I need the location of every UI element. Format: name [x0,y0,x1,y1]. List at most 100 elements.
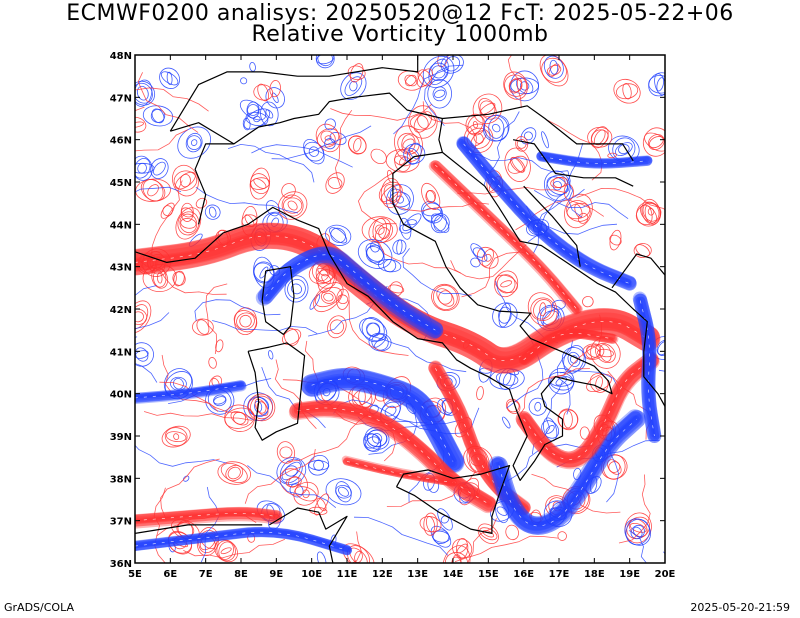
contour-ring [314,287,342,308]
contour-ring [566,200,591,222]
contour-ring [596,348,614,358]
lat-tick-label: 38N [110,474,132,485]
lat-tick-label: 36N [110,559,132,570]
coastline [442,151,665,407]
contour-line [533,188,585,254]
contour-ring [220,463,248,484]
contour-line [517,368,590,418]
plot-area [135,55,665,563]
contour-line [135,336,138,338]
vorticity-band-contour [516,353,660,470]
contour-ring [590,126,609,149]
contour-line [183,538,286,559]
vorticity-band-contour [433,161,583,314]
contour-line [507,55,522,109]
contour-ring [196,319,210,335]
vorticity-band-contour [346,460,457,486]
contour-line [205,283,228,355]
contour-ring [399,156,407,165]
contour-ring [479,102,496,115]
vorticity-band-contour [135,382,244,399]
contour-ring [633,243,652,258]
contour-ring [384,405,397,417]
contour-ring [316,551,327,563]
contour-line [195,186,298,214]
contour-ring [308,455,330,476]
contour-ring [325,478,362,506]
contour-ring [249,167,271,200]
contour-ring [253,84,274,101]
coastline [611,253,665,289]
contour-ring [279,458,303,484]
render-timestamp: 2025-05-20-21:59 [690,601,790,614]
contour-ring [325,224,352,246]
map-subtitle: Relative Vorticity 1000mb [251,22,549,47]
lon-tick-label: 11E [337,569,358,580]
coastline [223,151,613,481]
contour-line [372,235,462,274]
contour-ring [504,74,528,97]
contour-ring [325,172,345,194]
contour-ring [397,132,420,155]
vorticity-band-contour [431,366,525,511]
contour-ring [324,138,336,150]
contour-ring [437,508,453,531]
contour-ring [473,132,484,144]
contour-ring [135,300,152,334]
contour-ring [239,99,267,121]
contour-line [351,531,362,563]
contour-line [153,487,166,563]
contour-ring [361,317,385,343]
vorticity-band-contour [456,138,633,289]
contour-ring [327,315,347,339]
vorticity-band-contour [305,375,458,469]
vorticity-band-contour [347,461,457,486]
vorticity-band-contour [433,163,580,313]
vorticity-band-contour [135,511,280,524]
contour-ring [421,182,441,210]
lon-tick-label: 14E [443,569,464,580]
contour-ring [423,512,438,536]
contour-ring [380,184,401,202]
vorticity-band-contour [135,381,243,401]
contour-ring [250,173,270,194]
contour-ring [324,135,332,141]
contour-ring [215,339,224,353]
contour-ring [549,59,559,75]
contour-ring [172,271,186,286]
contour-ring [528,397,547,416]
coastline [194,92,443,225]
contour-ring [368,332,392,352]
contour-ring [367,429,388,448]
contour-ring [260,101,279,127]
contour-ring [195,197,208,209]
contour-line [334,109,353,188]
contour-ring [269,80,281,98]
contour-ring [413,111,433,133]
vorticity-band-contour [632,291,661,442]
contour-ring [498,306,512,324]
contour-ring [561,347,587,372]
contour-ring [277,191,308,220]
contour-ring [585,344,601,359]
contour-ring [353,138,362,152]
vorticity-band-contour [521,358,655,464]
contour-ring [612,137,636,161]
contour-ring [167,531,193,554]
contour-line [261,366,326,429]
lon-tick-label: 18E [584,569,605,580]
contour-ring [179,173,191,188]
contour-ring [494,274,518,293]
contour-ring [615,83,639,100]
vorticity-band-core [498,418,637,527]
contour-ring [635,203,662,226]
contour-ring [386,184,414,215]
vorticity-band-contour [306,377,456,468]
contour-ring [340,72,367,100]
software-credit: GrADS/COLA [4,601,74,614]
contour-ring [177,126,211,159]
contour-ring [402,213,422,232]
contour-ring [432,284,458,311]
contour-ring [392,239,407,255]
